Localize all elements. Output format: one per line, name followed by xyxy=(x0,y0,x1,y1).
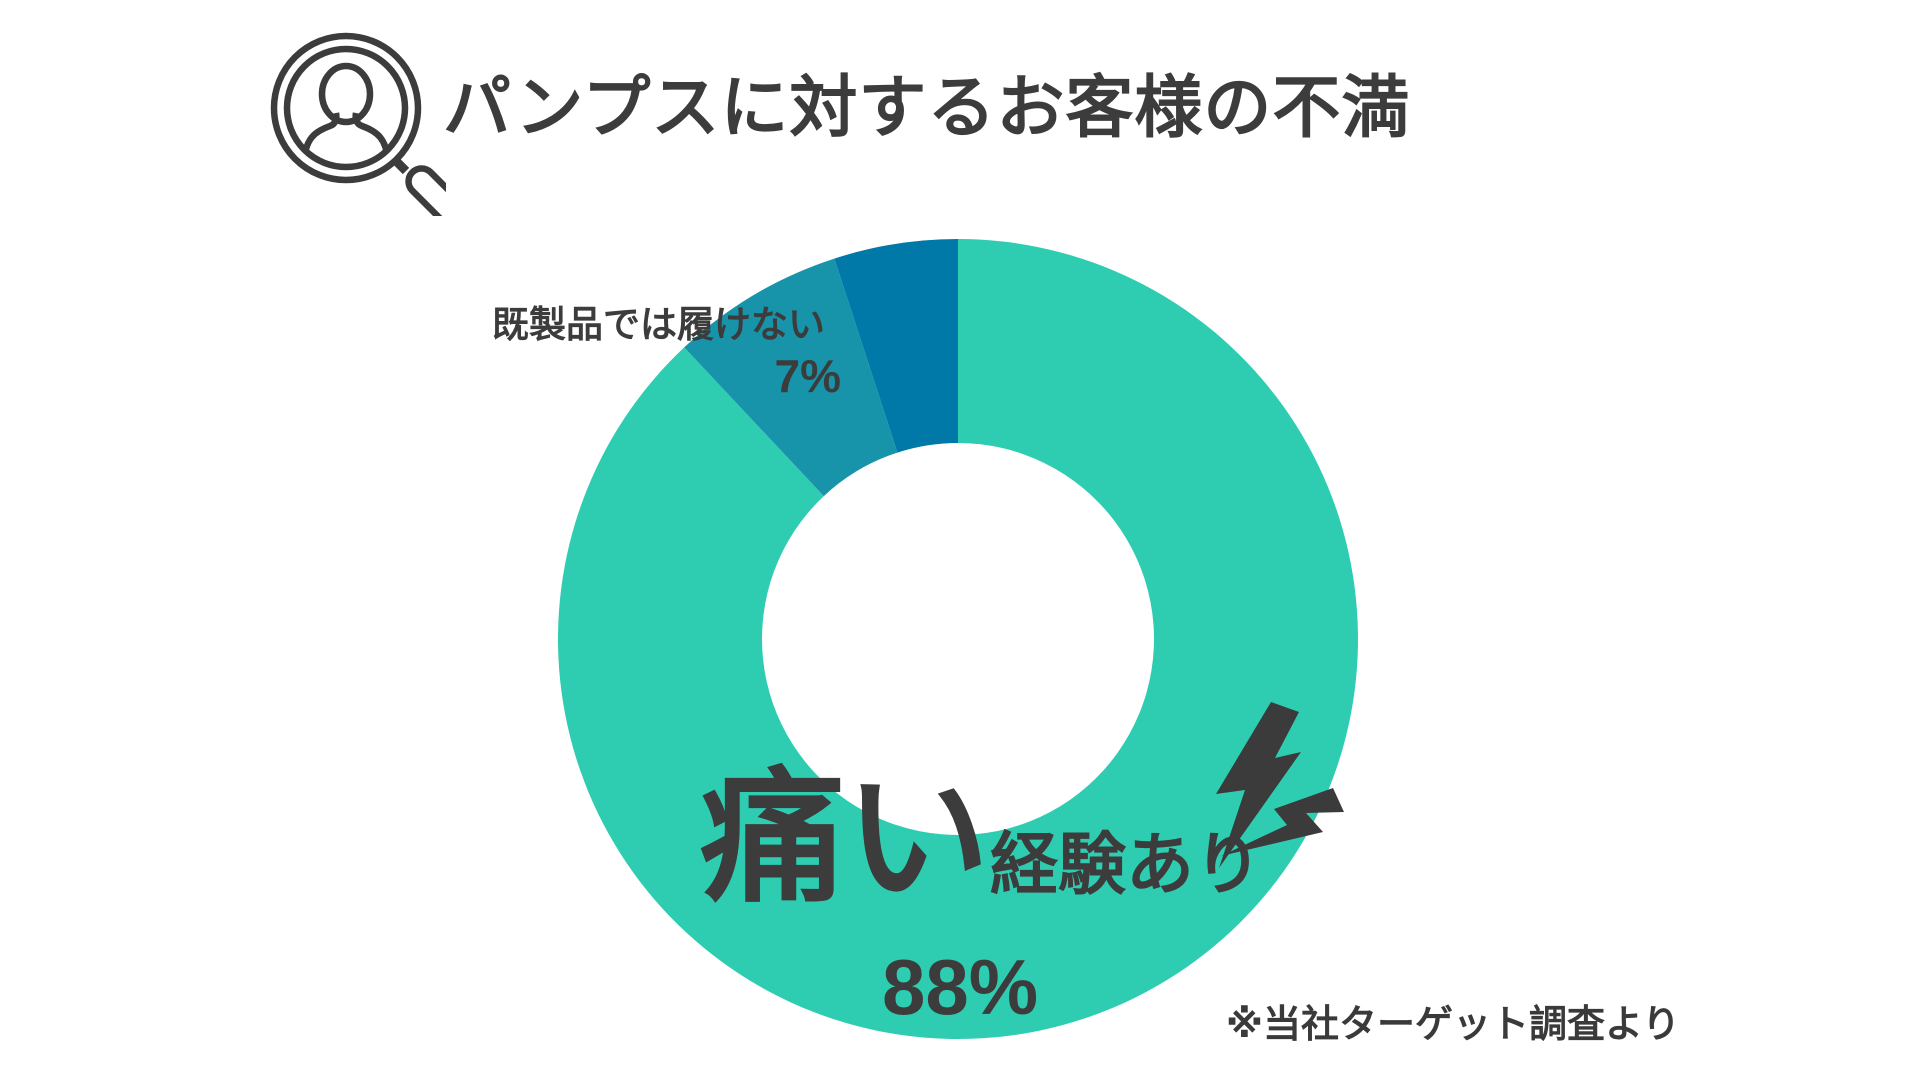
magnifier-neck xyxy=(390,155,410,175)
page-title: パンプスに対するお客様の不満 xyxy=(443,70,1411,146)
lightning-bolt-large xyxy=(1216,702,1301,868)
donut-slice-other xyxy=(834,239,958,453)
slice-label-ready-made: 既製品では履けない 7% xyxy=(440,304,845,402)
person-in-magnifier-icon xyxy=(270,32,446,216)
magnifier-outer-ring xyxy=(270,32,422,184)
lightning-bolt-small xyxy=(1221,788,1344,856)
slice-label-pain-rest: 経験あり xyxy=(990,827,1263,903)
source-footnote: ※当社ターゲット調査より xyxy=(1226,1004,1681,1046)
magnifier-inner-ring xyxy=(283,45,409,171)
slice-label-ready-made-text: 既製品では履けない xyxy=(492,304,825,345)
person-silhouette xyxy=(300,62,392,164)
lightning-bolts-icon xyxy=(1216,702,1344,868)
donut-slice-pain xyxy=(557,239,1358,1039)
slice-label-ready-made-value: 7% xyxy=(774,349,841,402)
donut-slice-ready-made xyxy=(684,258,898,497)
donut-chart-svg xyxy=(557,239,1358,1039)
slice-label-pain-emphasis: 痛い xyxy=(700,757,990,919)
slice-label-pain: 痛い経験あり xyxy=(700,762,1262,914)
magnifier-handle xyxy=(405,165,446,216)
donut-chart xyxy=(557,239,1358,1039)
slice-label-pain-value: 88% xyxy=(881,943,1039,1031)
